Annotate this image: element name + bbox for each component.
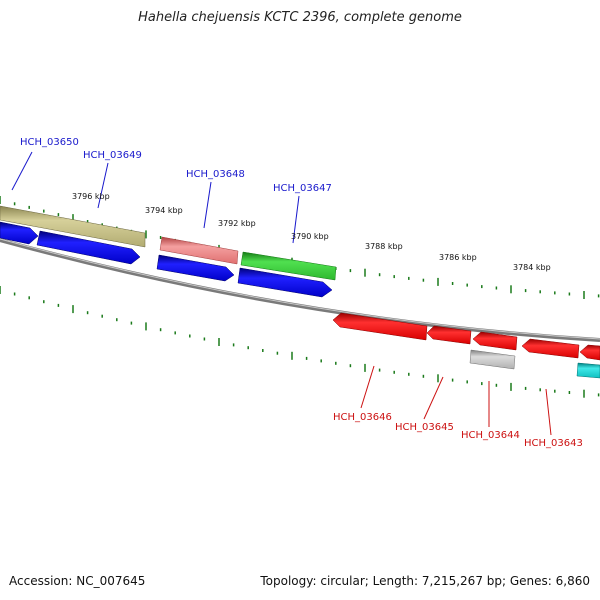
scale-label: 3790 kbp xyxy=(291,232,329,241)
forward-gene-labels: HCH_03650 HCH_03649 HCH_03648 HCH_03647 xyxy=(20,137,332,194)
gene-hch-03645[interactable] xyxy=(426,325,472,345)
gene-hch-03650-blue[interactable] xyxy=(0,221,39,245)
gene-red-edge[interactable] xyxy=(579,344,600,361)
reverse-label-leaders xyxy=(360,365,552,436)
genome-backbone xyxy=(0,238,600,342)
gene-hch-03648-blue[interactable] xyxy=(156,254,235,282)
gene-hch-03648[interactable] xyxy=(159,236,239,265)
gene-hch-03647[interactable] xyxy=(240,251,337,281)
gene-cyan[interactable] xyxy=(576,362,600,379)
forward-strand-genes xyxy=(0,205,337,281)
gene-hch-03644[interactable] xyxy=(472,331,518,351)
gene-label[interactable]: HCH_03647 xyxy=(273,183,332,194)
map-title: Hahella chejuensis KCTC 2396, complete g… xyxy=(138,10,462,25)
genome-backbone-highlight xyxy=(0,238,600,340)
gene-label[interactable]: HCH_03648 xyxy=(186,169,245,180)
gene-hch-03650[interactable] xyxy=(0,205,146,248)
forward-strand-genes-inner xyxy=(0,221,333,298)
scale-label: 3784 kbp xyxy=(513,263,551,272)
accession-text: Accession: NC_007645 xyxy=(9,574,146,588)
gene-label[interactable]: HCH_03644 xyxy=(461,430,520,441)
scale-label: 3788 kbp xyxy=(365,242,403,251)
gene-gray[interactable] xyxy=(469,349,516,370)
scale-label: 3786 kbp xyxy=(439,253,477,262)
gene-hch-03647-blue[interactable] xyxy=(237,267,333,298)
scale-ticks-lower xyxy=(0,286,600,398)
gene-label[interactable]: HCH_03643 xyxy=(524,438,583,449)
scale-label: 3796 kbp xyxy=(72,192,110,201)
gene-label[interactable]: HCH_03645 xyxy=(395,422,454,433)
gene-hch-03646[interactable] xyxy=(332,312,428,341)
gene-label[interactable]: HCH_03649 xyxy=(83,150,142,161)
genome-summary-text: Topology: circular; Length: 7,215,267 bp… xyxy=(260,574,590,588)
gene-label[interactable]: HCH_03646 xyxy=(333,412,392,423)
scale-label: 3794 kbp xyxy=(145,206,183,215)
scale-label: 3792 kbp xyxy=(218,219,256,228)
forward-label-leaders xyxy=(11,151,300,244)
scale-labels: 3796 kbp 3794 kbp 3792 kbp 3790 kbp 3788… xyxy=(72,192,551,272)
reverse-gene-labels: HCH_03646 HCH_03645 HCH_03644 HCH_03643 xyxy=(333,412,583,449)
gene-label[interactable]: HCH_03650 xyxy=(20,137,79,148)
reverse-strand-genes xyxy=(332,312,600,379)
gene-hch-03643[interactable] xyxy=(521,338,580,359)
gene-hch-03649[interactable] xyxy=(36,230,141,265)
